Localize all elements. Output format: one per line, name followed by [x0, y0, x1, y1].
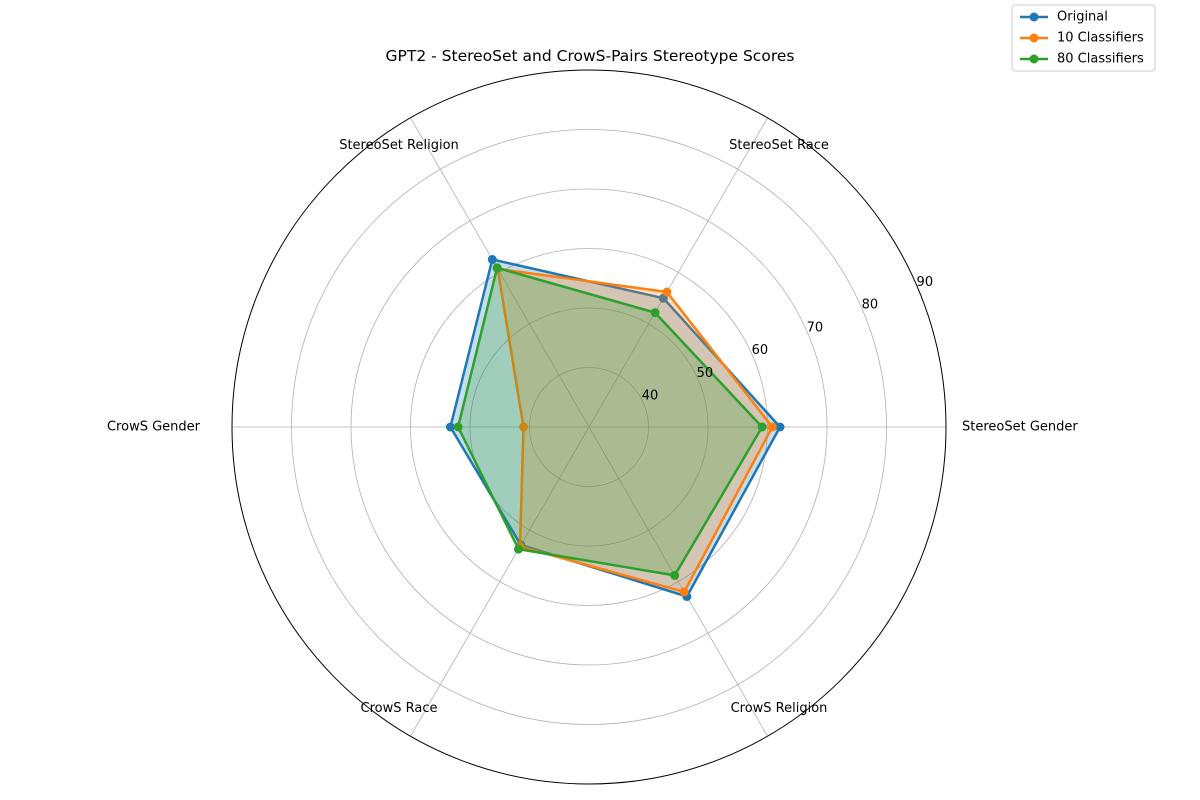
series-fill — [497, 268, 773, 592]
outer-frame — [231, 69, 947, 785]
radial-tick-label: 60 — [752, 343, 769, 358]
legend-marker — [1029, 33, 1039, 43]
data-point — [513, 544, 523, 554]
radar-labels: 40 50 60 70 80 90 StereoSet Gender StereoSet Ra… — [107, 138, 1078, 716]
radar-grid — [231, 69, 947, 785]
data-point — [767, 422, 777, 432]
data-point — [492, 263, 502, 273]
legend-frame — [1011, 4, 1156, 72]
series-fill — [450, 259, 780, 597]
radar-series — [445, 255, 785, 602]
series-10-classifiers — [493, 264, 777, 597]
legend-marker — [1029, 12, 1039, 22]
legend: Original 10 Classifiers 80 Classifiers — [1011, 4, 1156, 72]
category-label: StereoSet Religion — [339, 138, 459, 153]
data-point — [662, 287, 672, 297]
category-label: CrowS Gender — [107, 420, 201, 435]
circular-gridline — [291, 129, 887, 725]
data-point — [679, 587, 689, 597]
circular-gridline — [529, 367, 649, 487]
category-label: StereoSet Gender — [962, 420, 1078, 435]
circular-gridline — [410, 248, 768, 606]
series-80-classifiers — [453, 263, 767, 580]
radial-tick-label: 90 — [917, 275, 934, 290]
legend-item: Original — [1020, 10, 1108, 25]
data-point — [445, 422, 455, 432]
circular-gridline — [350, 188, 828, 666]
category-label: CrowS Religion — [731, 701, 828, 716]
data-point — [670, 570, 680, 580]
legend-label: 80 Classifiers — [1057, 52, 1144, 67]
data-point — [519, 422, 529, 432]
category-label: StereoSet Race — [729, 138, 829, 153]
data-point — [650, 308, 660, 318]
data-point — [453, 422, 463, 432]
legend-label: Original — [1057, 10, 1108, 25]
data-point — [775, 422, 785, 432]
legend-item: 80 Classifiers — [1020, 52, 1144, 67]
data-point — [757, 422, 767, 432]
radial-tick-label: 80 — [862, 298, 879, 313]
legend-label: 10 Classifiers — [1057, 31, 1144, 46]
legend-marker — [1029, 54, 1039, 64]
radial-tick-label: 50 — [697, 366, 714, 381]
legend-item: 10 Classifiers — [1020, 31, 1144, 46]
category-label: CrowS Race — [361, 701, 438, 716]
chart-title: GPT2 - StereoSet and CrowS-Pairs Stereot… — [386, 47, 795, 65]
series-fill — [458, 267, 763, 576]
radial-tick-label: 40 — [642, 389, 659, 404]
data-point — [487, 255, 497, 265]
circular-gridline — [469, 307, 709, 547]
radial-tick-label: 70 — [807, 320, 824, 335]
